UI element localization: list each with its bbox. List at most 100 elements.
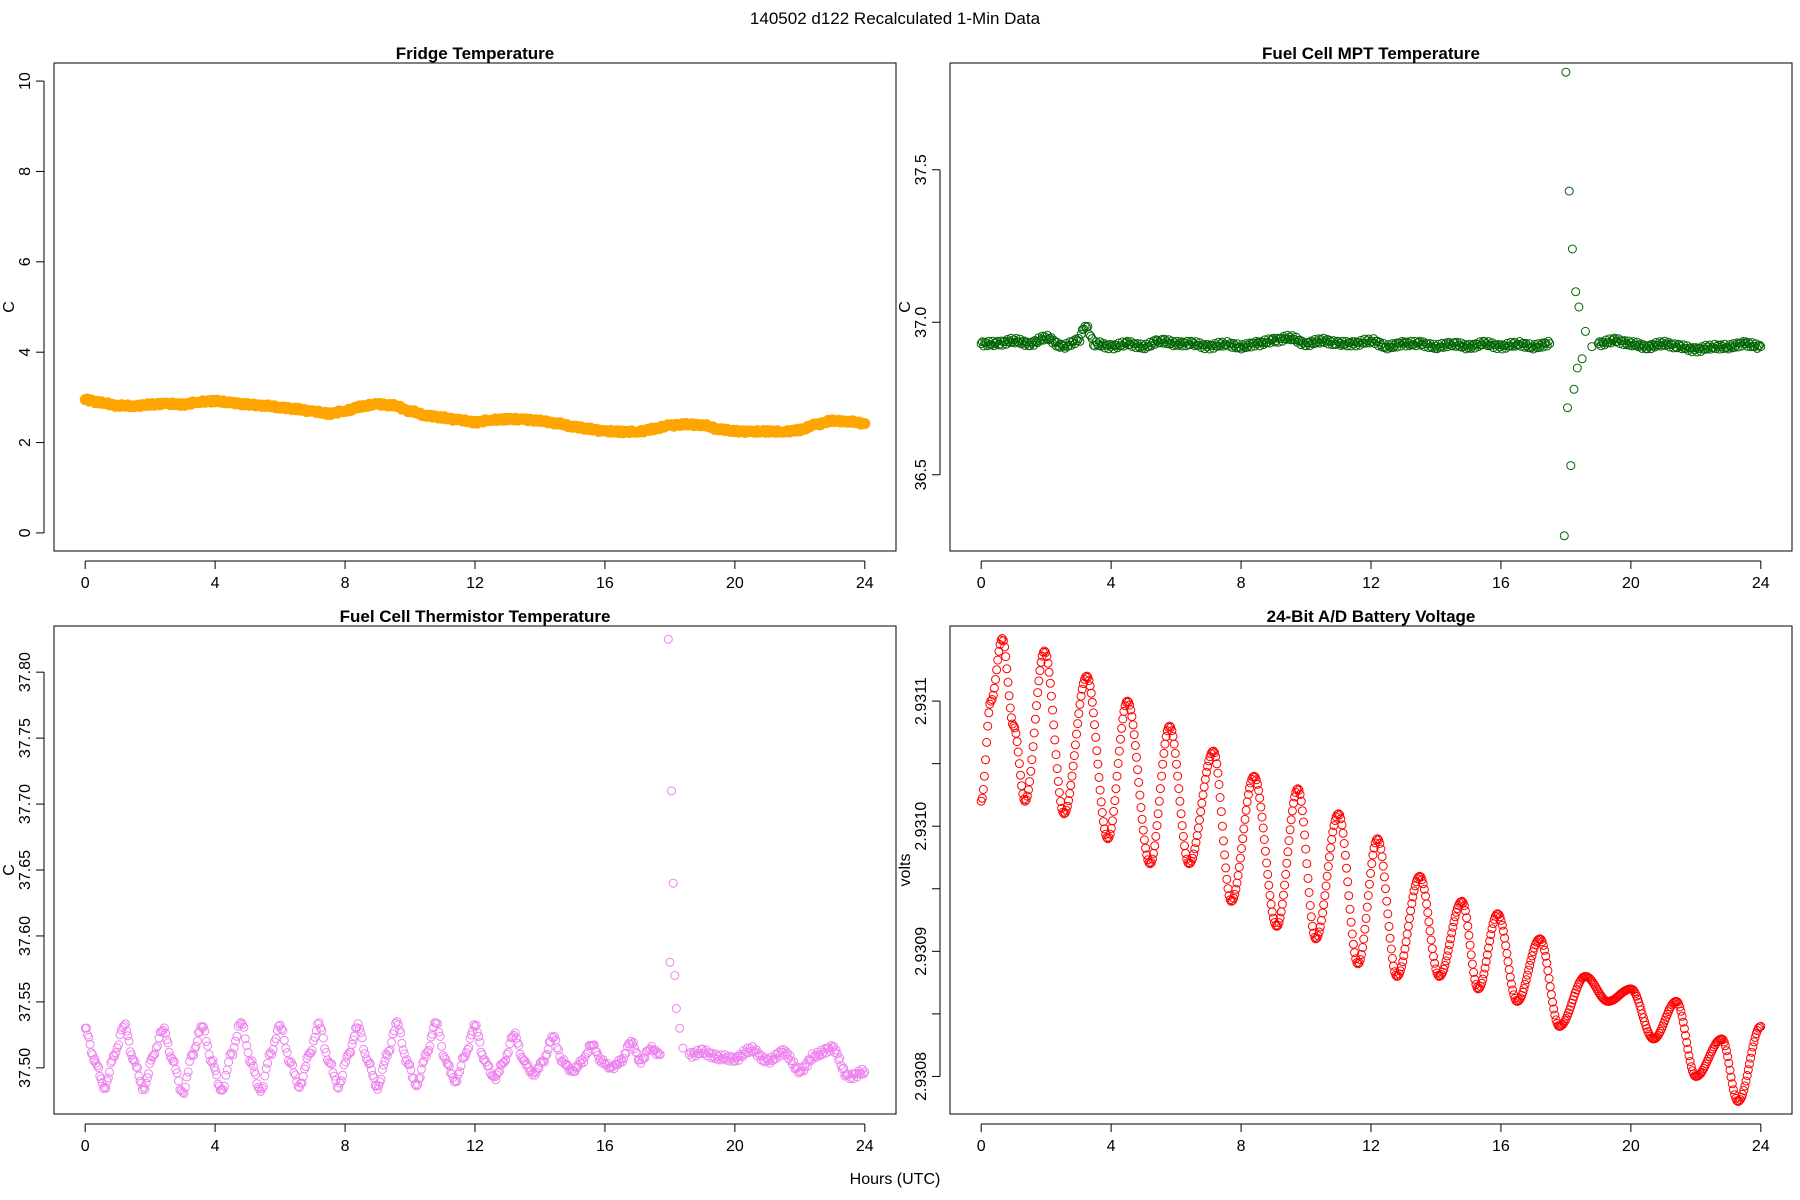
- data-point: [548, 1033, 558, 1043]
- data-point: [1004, 337, 1014, 346]
- data-point: [1130, 741, 1140, 750]
- data-point: [463, 1045, 473, 1054]
- data-point: [281, 1043, 291, 1053]
- data-point: [387, 1037, 396, 1047]
- x-tick-label: 24: [856, 575, 874, 592]
- data-point: [1486, 930, 1496, 940]
- data-point: [1134, 777, 1144, 787]
- data-point: [1677, 1011, 1687, 1021]
- data-point: [1072, 729, 1081, 739]
- data-point: [130, 1057, 140, 1067]
- data-point: [1028, 742, 1038, 752]
- data-point: [1320, 891, 1330, 901]
- data-point: [1259, 835, 1269, 844]
- data-point: [1360, 924, 1370, 934]
- data-point: [1116, 734, 1125, 744]
- data-point: [1133, 765, 1143, 775]
- data-point: [1118, 714, 1128, 724]
- data-point: [83, 1030, 93, 1040]
- data-point: [1085, 681, 1095, 691]
- data-point: [1150, 841, 1160, 851]
- data-point: [1522, 970, 1532, 980]
- data-point: [226, 1048, 236, 1058]
- data-point: [1036, 657, 1046, 667]
- data-point: [1735, 1095, 1745, 1105]
- data-point: [1365, 879, 1374, 889]
- data-point: [1033, 688, 1043, 698]
- data-point: [1263, 869, 1273, 879]
- data-point: [538, 1056, 548, 1066]
- data-point: [831, 1045, 841, 1055]
- y-tick-label: 36.5: [913, 459, 930, 490]
- data-point: [222, 1065, 232, 1075]
- data-point: [179, 1088, 189, 1098]
- data-point: [1189, 849, 1199, 859]
- data-point: [91, 1058, 101, 1068]
- data-point: [261, 1064, 271, 1074]
- data-point: [678, 1043, 688, 1053]
- data-point: [1020, 796, 1030, 806]
- data-point: [248, 1061, 258, 1071]
- data-point: [1559, 1018, 1569, 1028]
- data-point: [1011, 728, 1021, 738]
- data-point: [1417, 875, 1427, 885]
- data-point: [105, 1067, 114, 1077]
- data-point: [1498, 926, 1508, 936]
- data-point: [1214, 780, 1224, 789]
- data-point: [1521, 975, 1531, 985]
- panel-title: Fuel Cell Thermistor Temperature: [340, 607, 611, 626]
- data-point: [1744, 1059, 1754, 1069]
- data-point: [1348, 939, 1358, 949]
- data-point: [1176, 809, 1186, 819]
- data-point: [834, 1055, 844, 1065]
- data-point: [1747, 1047, 1757, 1057]
- data-point: [1000, 642, 1010, 652]
- data-point: [1479, 969, 1489, 979]
- data-point: [263, 1058, 273, 1068]
- data-point: [1683, 346, 1693, 355]
- data-point: [1660, 336, 1670, 346]
- data-point: [1170, 748, 1180, 758]
- data-point: [1564, 186, 1574, 196]
- data-point: [232, 1031, 242, 1041]
- data-point: [277, 1024, 286, 1034]
- data-point: [1460, 906, 1470, 916]
- data-point: [1105, 829, 1115, 839]
- data-point: [1092, 746, 1102, 756]
- data-point: [309, 1036, 318, 1046]
- data-point: [1724, 1058, 1734, 1068]
- data-point: [452, 1076, 462, 1086]
- data-point: [1067, 771, 1077, 781]
- data-point: [1545, 339, 1555, 349]
- data-point: [1389, 961, 1398, 971]
- data-point: [1429, 952, 1438, 961]
- data-point: [1566, 461, 1576, 471]
- data-point: [525, 1067, 535, 1077]
- data-point: [1238, 834, 1248, 844]
- x-tick-label: 16: [1492, 575, 1510, 592]
- data-point: [1464, 930, 1474, 940]
- data-point: [580, 1052, 590, 1062]
- data-point: [1350, 948, 1360, 958]
- data-point: [1157, 771, 1167, 781]
- data-point: [1040, 646, 1049, 656]
- data-point: [1723, 344, 1733, 354]
- data-point: [211, 1066, 220, 1076]
- data-point: [1174, 784, 1184, 794]
- data-point: [1034, 676, 1044, 686]
- data-point: [1459, 901, 1469, 911]
- data-point: [1294, 785, 1304, 795]
- data-point: [720, 1050, 730, 1060]
- data-point: [109, 1051, 119, 1061]
- data-point: [1384, 921, 1394, 931]
- data-point: [1155, 784, 1165, 794]
- data-point: [1073, 719, 1083, 729]
- data-point: [1202, 767, 1211, 777]
- data-point: [142, 1073, 152, 1083]
- data-point: [1373, 834, 1382, 844]
- data-point: [279, 1035, 289, 1045]
- data-point: [1027, 755, 1037, 765]
- data-point: [1362, 902, 1372, 912]
- data-point: [192, 1036, 202, 1046]
- data-point: [1315, 922, 1325, 932]
